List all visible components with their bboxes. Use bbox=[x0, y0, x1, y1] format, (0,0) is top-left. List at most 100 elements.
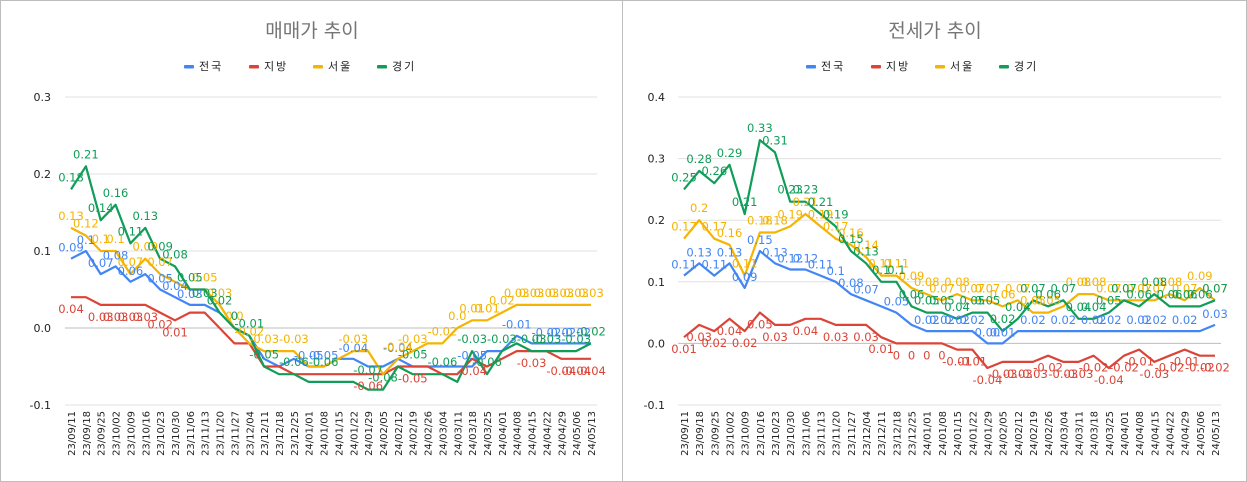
x-tick-label: 24/05/06 bbox=[1196, 411, 1207, 456]
data-label: 0.03 bbox=[686, 330, 712, 344]
data-label: 0.0 bbox=[448, 309, 466, 323]
data-label: 0.29 bbox=[717, 146, 743, 160]
chart-title: 전세가 추이 bbox=[888, 20, 981, 42]
data-label: 0 bbox=[938, 348, 945, 362]
data-label: 0.14 bbox=[88, 201, 114, 215]
data-label: 0.04 bbox=[1066, 300, 1092, 314]
data-label: 0.17 bbox=[702, 220, 728, 234]
x-tick-label: 23/10/23 bbox=[156, 411, 167, 456]
data-label: -0.05 bbox=[309, 349, 339, 363]
x-tick-label: 24/01/22 bbox=[968, 411, 979, 456]
y-tick-label: 0.1 bbox=[648, 276, 666, 289]
x-tick-label: 23/12/04 bbox=[245, 411, 256, 456]
legend-label: 서울 bbox=[950, 60, 974, 73]
data-label: 0.02 bbox=[1172, 313, 1198, 327]
data-label: 0.19 bbox=[823, 207, 849, 221]
y-tick-label: 0.2 bbox=[648, 214, 666, 227]
data-label: 0.09 bbox=[132, 240, 158, 254]
data-label: 0.07 bbox=[1050, 281, 1076, 295]
data-label: 0.06 bbox=[1035, 287, 1061, 301]
x-tick-label: 23/11/27 bbox=[847, 411, 858, 456]
series-line-4 bbox=[70, 165, 592, 391]
data-label: 0.01 bbox=[459, 301, 485, 315]
data-label: -0.06 bbox=[472, 355, 502, 369]
data-label: 0.03 bbox=[207, 286, 233, 300]
data-label: 0.05 bbox=[884, 295, 910, 309]
data-label: -0.05 bbox=[249, 348, 279, 362]
y-tick-label: 0.3 bbox=[648, 153, 666, 166]
data-label: -0.03 bbox=[517, 332, 547, 346]
data-label: -0.04 bbox=[561, 364, 591, 378]
data-label: 0.07 bbox=[1020, 281, 1046, 295]
data-label: -0.01 bbox=[942, 355, 972, 369]
x-tick-label: 23/09/18 bbox=[695, 411, 706, 456]
data-label: 0.11 bbox=[671, 258, 697, 272]
x-tick-label: 23/12/11 bbox=[877, 411, 888, 456]
data-label: 0.08 bbox=[162, 247, 188, 261]
series-line-3 bbox=[70, 226, 591, 376]
data-label: 0.07 bbox=[1096, 281, 1122, 295]
x-tick-label: 24/04/22 bbox=[542, 411, 553, 456]
data-label: 0.02 bbox=[990, 312, 1016, 326]
x-tick-label: 24/04/01 bbox=[1120, 411, 1131, 456]
data-label: 0.00 bbox=[975, 325, 1001, 339]
data-label: 0 bbox=[923, 348, 930, 362]
data-label: -0.06 bbox=[279, 355, 309, 369]
x-tick-label: 24/03/11 bbox=[1074, 411, 1085, 456]
x-tick-label: 23/09/11 bbox=[680, 411, 691, 456]
x-tick-label: 24/02/05 bbox=[999, 411, 1010, 456]
data-label: 0.07 bbox=[147, 255, 173, 269]
data-label: 0.09 bbox=[58, 241, 84, 255]
data-label: 0.01 bbox=[162, 325, 188, 339]
x-tick-label: 23/10/09 bbox=[126, 411, 137, 456]
data-label: 0.08 bbox=[1081, 275, 1107, 289]
data-label: 0.05 bbox=[1035, 294, 1061, 308]
x-tick-label: 23/09/25 bbox=[710, 411, 721, 456]
data-label: -0.03 bbox=[338, 332, 368, 346]
data-label: 0.12 bbox=[777, 251, 803, 265]
data-label: 0.15 bbox=[747, 233, 773, 247]
data-label: 0.07 bbox=[1142, 281, 1168, 295]
data-label: 0.03 bbox=[132, 310, 158, 324]
data-label: 0.04 bbox=[793, 324, 819, 338]
data-label: 0.02 bbox=[732, 336, 758, 350]
x-tick-label: 23/09/25 bbox=[97, 411, 108, 456]
x-tick-label: 24/01/01 bbox=[305, 411, 316, 456]
legend-swatch bbox=[313, 65, 323, 69]
data-label: -0.02 bbox=[1185, 361, 1215, 375]
data-label: 0.21 bbox=[73, 147, 99, 161]
data-label: 0.06 bbox=[1187, 287, 1213, 301]
x-tick-label: 23/12/04 bbox=[862, 411, 873, 456]
data-label: 0 bbox=[231, 309, 238, 323]
data-label: 0.11 bbox=[732, 257, 758, 271]
y-tick-label: -0.1 bbox=[30, 399, 51, 412]
data-label: 0.33 bbox=[747, 121, 773, 135]
data-label: -0.02 bbox=[561, 325, 591, 339]
x-tick-label: 23/10/09 bbox=[741, 411, 752, 456]
data-label: -0.03 bbox=[1048, 367, 1078, 381]
data-label: -0.02 bbox=[1033, 361, 1063, 375]
data-label: 0.21 bbox=[808, 195, 834, 209]
series-line-2 bbox=[71, 296, 591, 376]
x-tick-label: 24/01/22 bbox=[349, 411, 360, 456]
y-tick-label: 0.1 bbox=[34, 245, 52, 258]
x-tick-label: 24/05/13 bbox=[587, 411, 598, 456]
legend-label: 경기 bbox=[1014, 60, 1038, 73]
data-label: 0.03 bbox=[823, 330, 849, 344]
data-label: 0.1 bbox=[887, 263, 905, 277]
data-label: 0.06 bbox=[1172, 287, 1198, 301]
data-label: 0.1 bbox=[827, 264, 845, 278]
data-label: -0.07 bbox=[353, 363, 383, 377]
x-tick-label: 24/02/19 bbox=[1029, 411, 1040, 456]
data-label: 0.03 bbox=[519, 286, 545, 300]
data-label: 0.09 bbox=[899, 269, 925, 283]
data-label: 0.03 bbox=[103, 310, 129, 324]
data-label: 0.08 bbox=[1142, 275, 1168, 289]
data-label: 0.03 bbox=[1202, 307, 1228, 321]
data-label: -0.04 bbox=[576, 364, 606, 378]
x-tick-label: 24/03/25 bbox=[1105, 411, 1116, 456]
y-tick-label: 0.0 bbox=[34, 322, 52, 335]
data-label: -0.04 bbox=[457, 364, 487, 378]
data-label: -0.01 bbox=[1124, 355, 1154, 369]
